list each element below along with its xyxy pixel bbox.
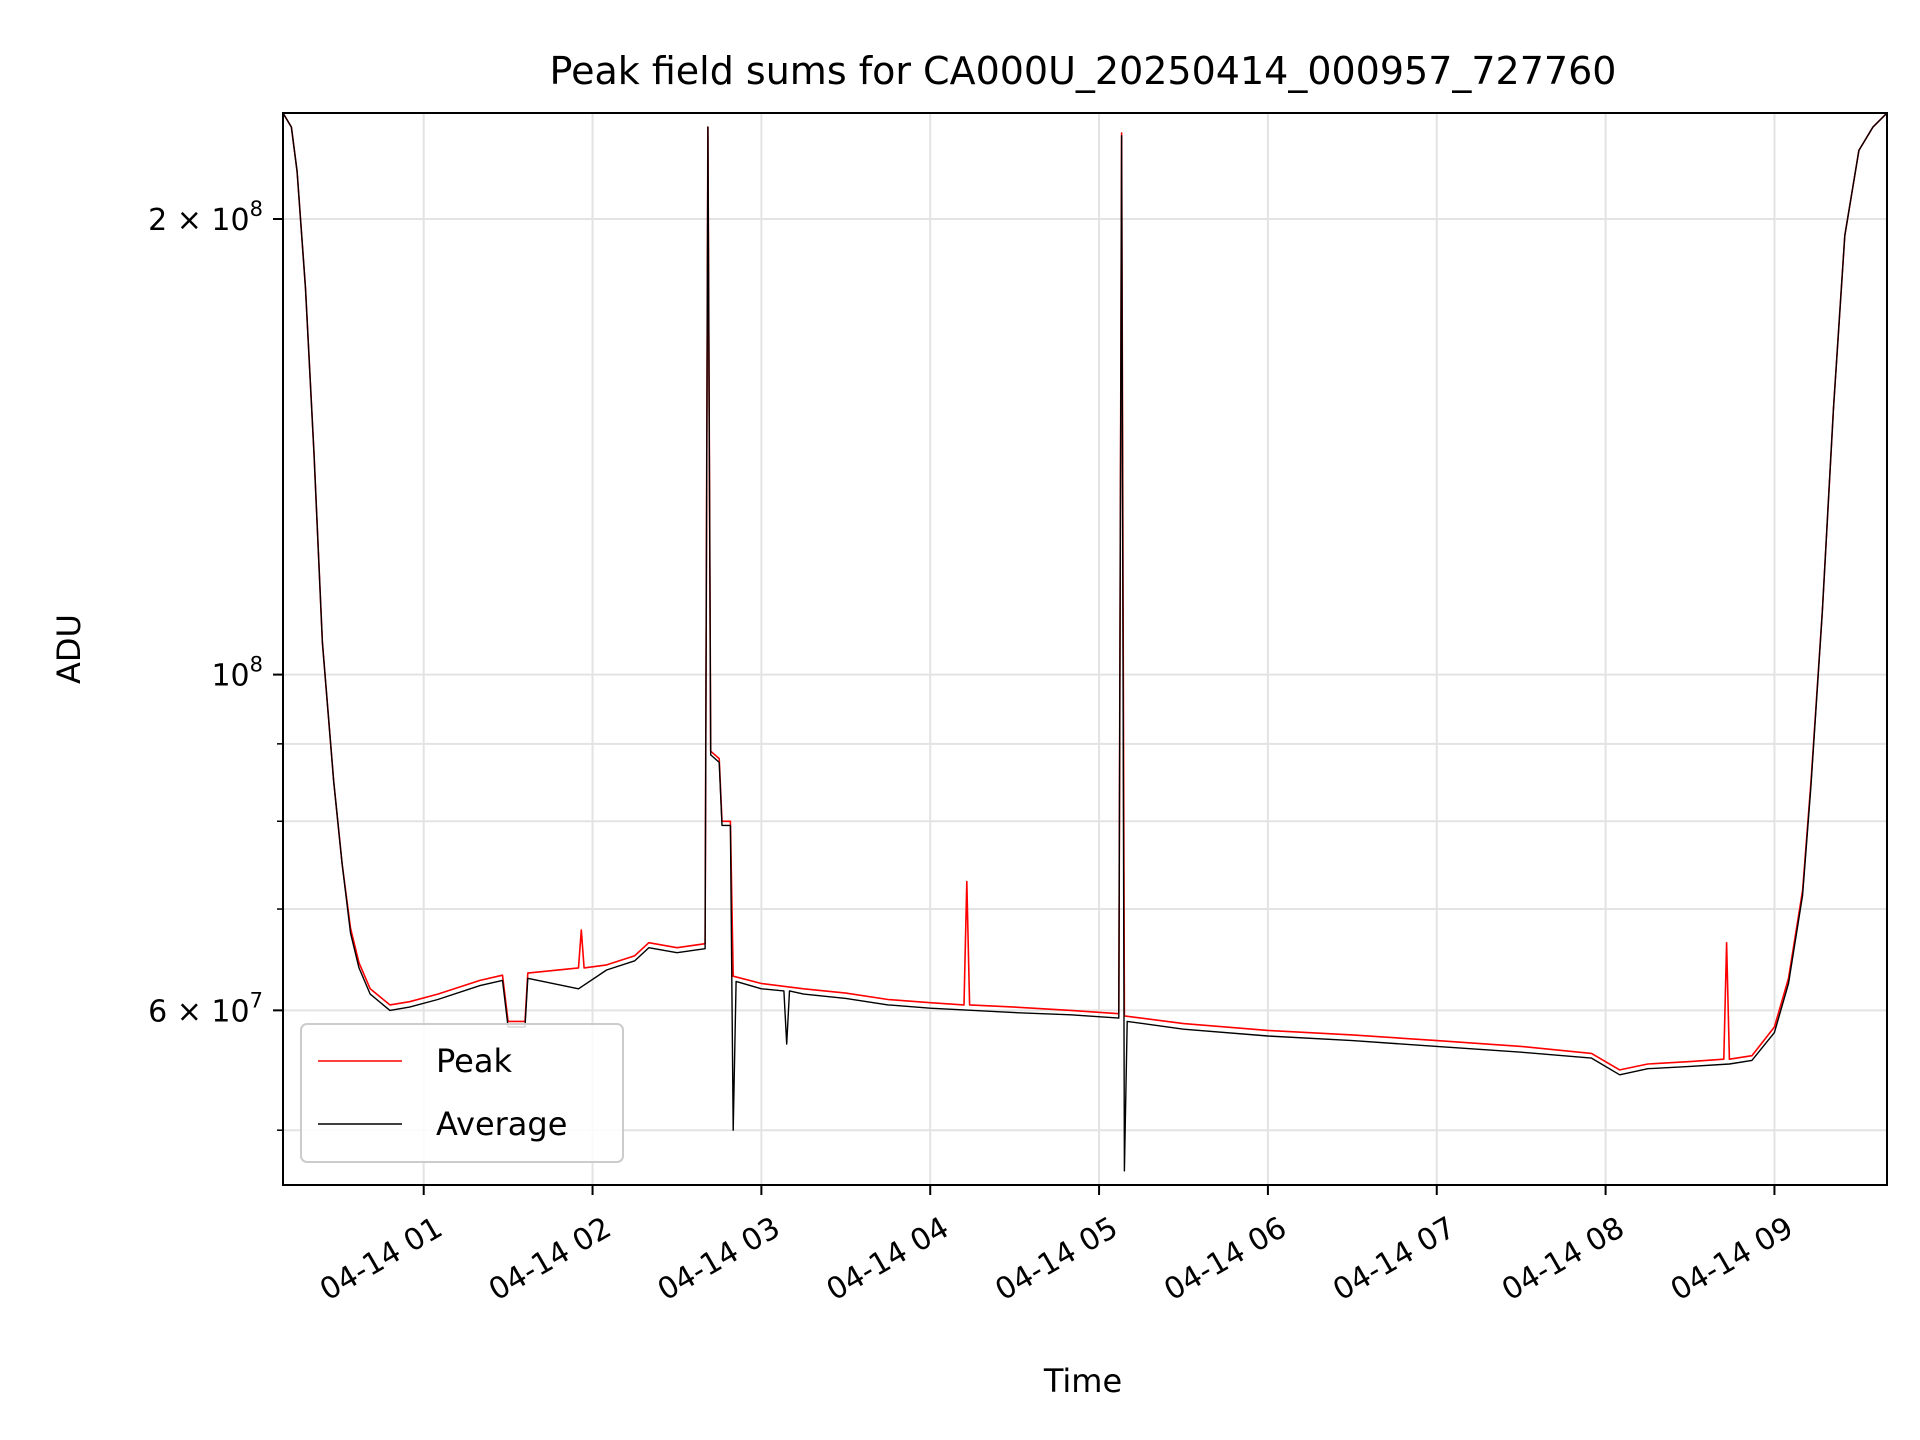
y-axis-label: ADU xyxy=(50,614,88,684)
y-tick-label: 2 × 108 xyxy=(148,197,263,238)
plot-frame xyxy=(282,112,1888,1186)
series-line-peak xyxy=(283,113,1887,1071)
series-line-average xyxy=(283,113,1887,1172)
chart-title: Peak field sums for CA000U_20250414_0009… xyxy=(550,49,1617,93)
legend: Peak Average xyxy=(300,1023,624,1163)
x-axis-label: Time xyxy=(1043,1362,1122,1400)
series-layer xyxy=(283,113,1887,1172)
grid xyxy=(283,113,1887,1185)
y-tick-label: 6 × 107 xyxy=(148,988,263,1029)
y-tick-label: 108 xyxy=(211,653,263,694)
legend-box xyxy=(300,1023,624,1163)
legend-label-average: Average xyxy=(436,1105,567,1143)
legend-label-peak: Peak xyxy=(436,1042,512,1080)
